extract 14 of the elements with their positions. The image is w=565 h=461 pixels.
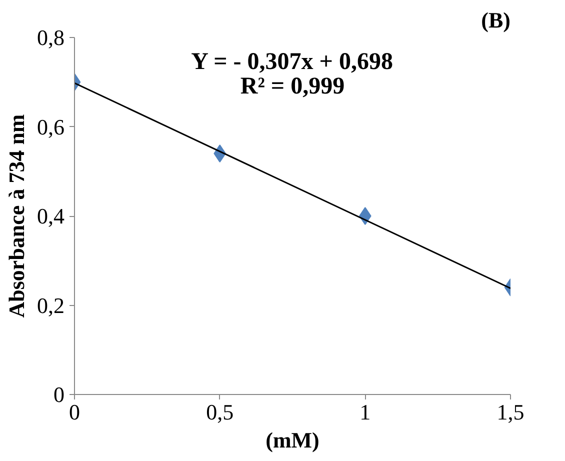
- y-axis-title: Absorbance à 734 nm: [4, 114, 29, 318]
- y-tick-label: 0,8: [37, 25, 64, 50]
- y-tick-label: 0,6: [37, 114, 64, 140]
- x-tick-label: 0: [69, 400, 80, 424]
- y-tick-label: 0,4: [37, 204, 64, 228]
- x-tick-label: 1,5: [496, 400, 524, 424]
- chart-title: (B): [481, 8, 510, 32]
- x-axis-title: (mM): [266, 428, 320, 452]
- y-tick-label: 0: [54, 382, 64, 407]
- annotation: R² = 0,999: [240, 74, 345, 100]
- x-tick-label: 0,5: [206, 400, 234, 424]
- y-tick-label: 0,2: [37, 292, 64, 318]
- annotation: Y = - 0,307x + 0,698: [191, 49, 393, 76]
- x-tick-label: 1: [360, 400, 371, 424]
